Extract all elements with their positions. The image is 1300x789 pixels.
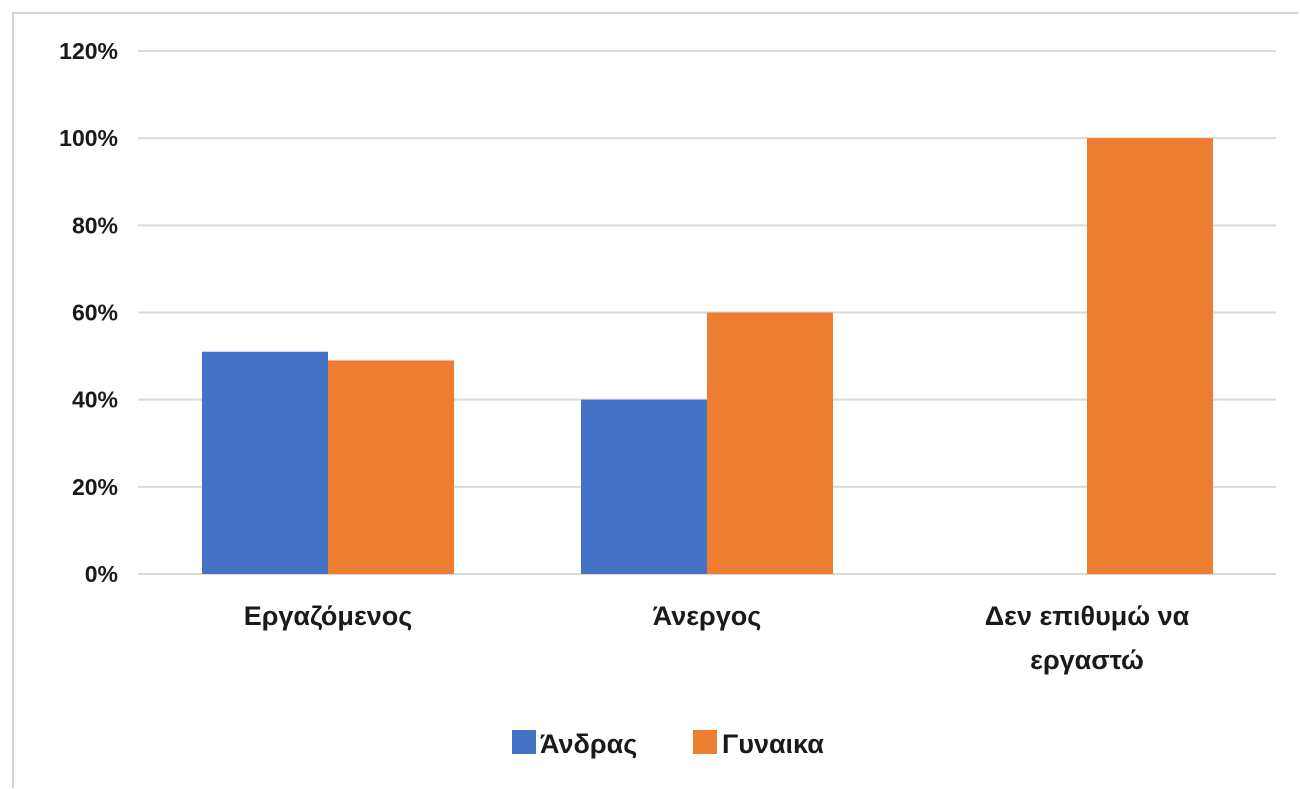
bar-andras-1: [581, 399, 707, 574]
y-tick-label: 120%: [59, 38, 118, 64]
legend: Άνδρας Γυναικα: [512, 729, 824, 759]
y-tick-label: 60%: [72, 300, 118, 326]
chart-frame: [12, 12, 1298, 788]
y-tick-label: 20%: [72, 474, 118, 500]
y-tick-label: 80%: [72, 212, 118, 238]
bar-andras-0: [202, 351, 328, 574]
x-category-label: Άνεργος: [653, 601, 762, 631]
bar-gynaika-1: [707, 312, 833, 574]
legend-swatch: [693, 730, 717, 754]
bar-gynaika-0: [328, 360, 454, 574]
legend-label: Άνδρας: [540, 729, 637, 759]
y-tick-label: 0%: [85, 561, 118, 587]
y-axis-ticks: 0% 20% 40% 60% 80% 100% 120%: [59, 38, 118, 587]
x-category-label: Δεν επιθυμώ να: [985, 601, 1190, 631]
x-category-label: Εργαζόμενος: [244, 601, 413, 631]
y-tick-label: 100%: [59, 125, 118, 151]
x-category-label: εργαστώ: [1030, 645, 1144, 675]
legend-label: Γυναικα: [722, 729, 824, 759]
bars: [202, 138, 1213, 574]
legend-swatch: [512, 730, 536, 754]
x-axis-labels: Εργαζόμενος Άνεργος Δεν επιθυμώ να εργαστώ: [244, 601, 1190, 675]
bar-gynaika-2: [1087, 138, 1213, 574]
y-tick-label: 40%: [72, 387, 118, 413]
